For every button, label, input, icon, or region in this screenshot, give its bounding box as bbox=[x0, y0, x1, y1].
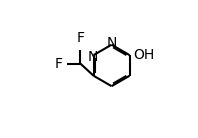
Text: N: N bbox=[87, 50, 98, 64]
Text: F: F bbox=[54, 57, 62, 71]
Text: OH: OH bbox=[133, 48, 154, 62]
Text: F: F bbox=[76, 31, 84, 45]
Text: N: N bbox=[106, 36, 117, 50]
